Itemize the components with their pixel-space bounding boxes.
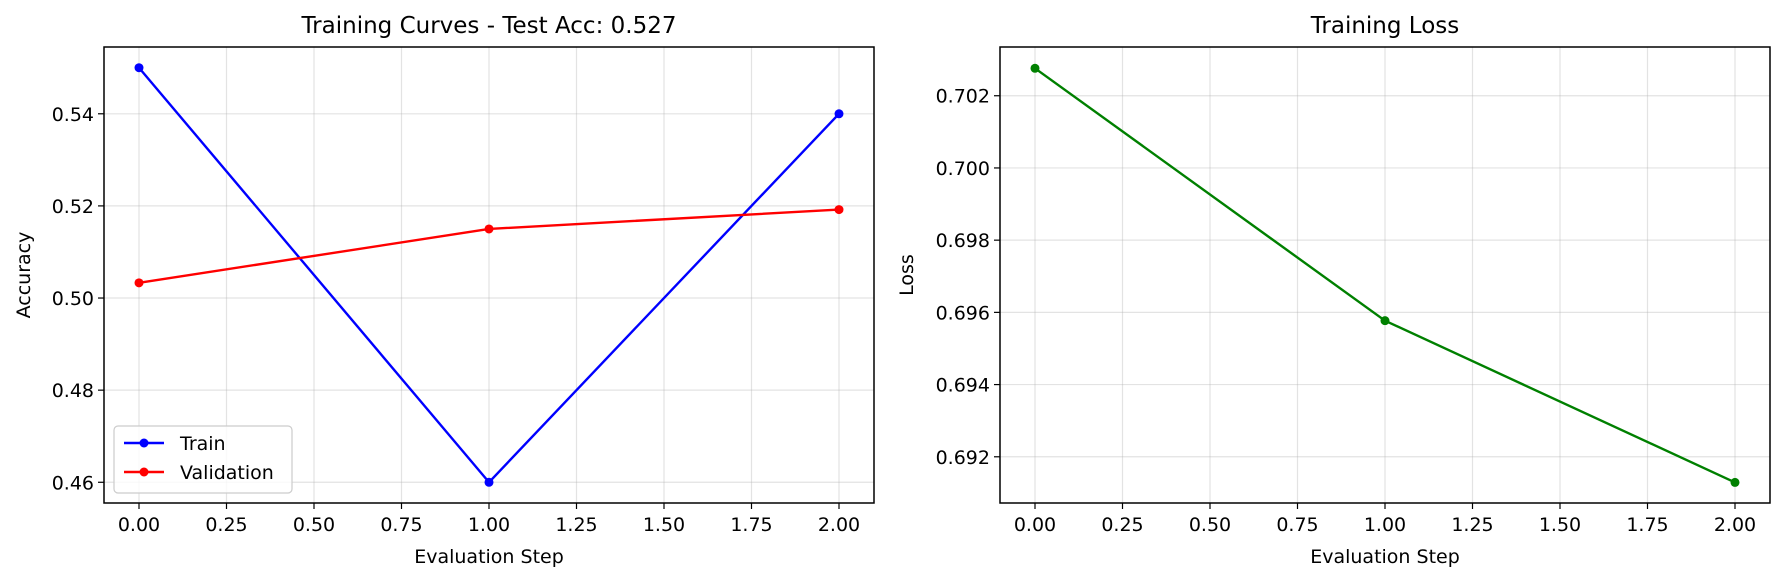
loss-grid <box>1000 47 1770 503</box>
data-point-loss <box>1730 477 1740 487</box>
x-tick-label: 1.75 <box>1626 514 1668 536</box>
y-tick-label: 0.694 <box>936 375 990 397</box>
x-tick-label: 1.25 <box>555 514 597 536</box>
loss-y-ticks: 0.692 0.694 0.696 0.698 0.700 0.702 <box>936 86 1000 469</box>
data-point-train <box>134 63 144 73</box>
loss-y-axis-label: Loss <box>896 254 918 296</box>
y-tick-label: 0.48 <box>52 380 94 402</box>
x-tick-label: 1.75 <box>730 514 772 536</box>
x-tick-label: 0.75 <box>1276 514 1318 536</box>
accuracy-grid <box>104 47 874 503</box>
y-tick-label: 0.52 <box>52 196 94 218</box>
accuracy-y-axis-label: Accuracy <box>13 232 35 319</box>
y-tick-label: 0.698 <box>936 230 990 252</box>
data-point-loss <box>1380 316 1390 326</box>
x-tick-label: 1.50 <box>643 514 685 536</box>
data-point-loss <box>1030 63 1040 73</box>
y-tick-label: 0.50 <box>52 288 94 310</box>
accuracy-legend: Train Validation <box>113 425 293 494</box>
loss-x-ticks: 0.00 0.25 0.50 0.75 1.00 1.25 1.50 1.75 2.00 <box>1014 503 1756 536</box>
accuracy-y-ticks: 0.46 0.48 0.50 0.52 0.54 <box>52 104 104 494</box>
x-tick-label: 0.50 <box>293 514 335 536</box>
x-tick-label: 0.00 <box>118 514 160 536</box>
accuracy-series <box>134 63 844 487</box>
x-tick-label: 0.25 <box>1101 514 1143 536</box>
x-tick-label: 0.75 <box>380 514 422 536</box>
legend-label-train: Train <box>179 433 226 455</box>
y-tick-label: 0.702 <box>936 86 990 108</box>
legend-label-validation: Validation <box>180 462 274 484</box>
loss-series <box>1030 63 1740 487</box>
y-tick-label: 0.692 <box>936 447 990 469</box>
accuracy-x-ticks: 0.00 0.25 0.50 0.75 1.00 1.25 1.50 1.75 2.00 <box>118 503 860 536</box>
x-tick-label: 1.00 <box>468 514 510 536</box>
loss-x-axis-label: Evaluation Step <box>1310 546 1460 568</box>
y-tick-label: 0.46 <box>52 472 94 494</box>
data-point-validation <box>834 205 844 215</box>
y-tick-label: 0.54 <box>52 104 94 126</box>
loss-chart-title: Training Loss <box>1310 13 1460 39</box>
legend-marker-validation <box>139 467 149 477</box>
accuracy-plot-frame <box>103 46 875 504</box>
y-tick-label: 0.700 <box>936 158 990 180</box>
x-tick-label: 0.25 <box>205 514 247 536</box>
data-point-validation <box>484 224 494 234</box>
accuracy-x-axis-label: Evaluation Step <box>414 546 564 568</box>
loss-plot-frame <box>999 46 1771 504</box>
x-tick-label: 1.00 <box>1364 514 1406 536</box>
loss-chart: Training Loss 0.00 0.25 0.50 0.75 1.00 1.25 1.… <box>896 13 1771 568</box>
data-point-validation <box>134 278 144 288</box>
x-tick-label: 0.00 <box>1014 514 1056 536</box>
accuracy-chart: Training Curves - Test Acc: 0.527 0.00 0.… <box>13 13 875 568</box>
legend-marker-train <box>139 438 149 448</box>
x-tick-label: 2.00 <box>818 514 860 536</box>
x-tick-label: 1.50 <box>1539 514 1581 536</box>
y-tick-label: 0.696 <box>936 302 990 324</box>
data-point-train <box>484 477 494 487</box>
accuracy-chart-title: Training Curves - Test Acc: 0.527 <box>301 13 677 39</box>
x-tick-label: 2.00 <box>1714 514 1756 536</box>
x-tick-label: 1.25 <box>1451 514 1493 536</box>
data-point-train <box>834 109 844 119</box>
x-tick-label: 0.50 <box>1189 514 1231 536</box>
